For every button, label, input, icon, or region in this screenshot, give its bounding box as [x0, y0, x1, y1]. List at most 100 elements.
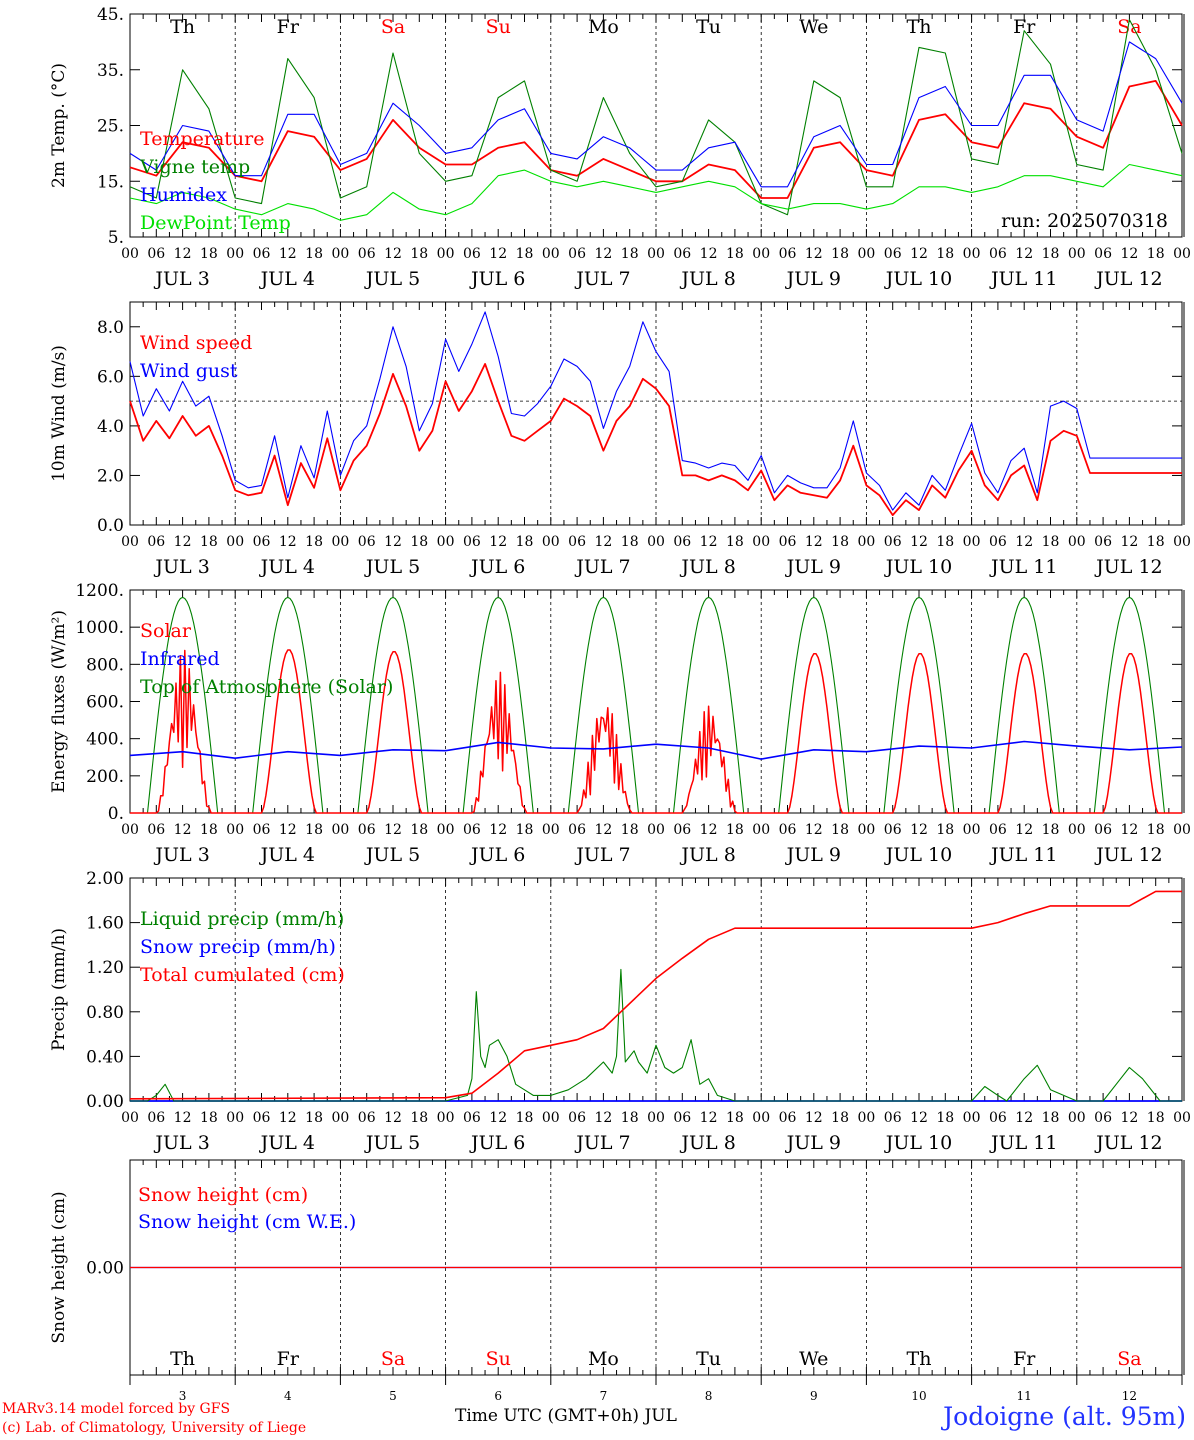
- hour-tick-label: 18: [1147, 822, 1165, 838]
- hour-tick-label: 00: [647, 822, 665, 838]
- legend-entry: Snow height (cm): [138, 1184, 308, 1206]
- hour-tick-label: 12: [384, 534, 402, 550]
- hour-tick-label: 18: [200, 1110, 218, 1126]
- hour-tick-label: 06: [1094, 1110, 1112, 1126]
- hour-tick-label: 00: [226, 246, 244, 262]
- y-tick-label: 15.: [97, 172, 124, 192]
- series-line-toa-solar: [761, 596, 867, 814]
- hour-tick-label: 06: [463, 1110, 481, 1126]
- hour-tick-label: 00: [1173, 822, 1191, 838]
- date-label: JUL 6: [469, 556, 525, 578]
- hour-tick-label: 18: [200, 822, 218, 838]
- hour-tick-label: 06: [989, 1110, 1007, 1126]
- series-line-liquid-precip: [130, 968, 1182, 1102]
- weekday-label: Th: [907, 16, 932, 38]
- date-label: JUL 11: [989, 268, 1057, 290]
- hour-tick-label: 00: [1068, 246, 1086, 262]
- hour-tick-label: 12: [384, 246, 402, 262]
- weekday-label: We: [799, 16, 828, 38]
- weekday-label: Sa: [381, 16, 405, 38]
- date-label: JUL 12: [1094, 1132, 1162, 1154]
- hour-tick-label: 12: [1120, 822, 1138, 838]
- hour-tick-label: 18: [1042, 1110, 1060, 1126]
- series-line-toa-solar: [550, 596, 656, 814]
- legend-entry: Vigne temp: [139, 156, 250, 178]
- hour-tick-label: 18: [200, 534, 218, 550]
- hour-tick-label: 00: [121, 1110, 139, 1126]
- date-label: JUL 6: [469, 1132, 525, 1154]
- hour-tick-label: 00: [1173, 1110, 1191, 1126]
- date-label: JUL 12: [1094, 556, 1162, 578]
- hour-tick-label: 18: [200, 246, 218, 262]
- hour-tick-label: 12: [384, 822, 402, 838]
- hour-tick-label: 18: [621, 534, 639, 550]
- series-line-humidex: [129, 41, 1183, 188]
- weekday-label: Tu: [696, 1348, 721, 1370]
- date-label: JUL 4: [259, 1132, 315, 1154]
- hour-tick-label: 12: [805, 1110, 823, 1126]
- series-line-toa-solar: [235, 596, 341, 814]
- legend-entry: Snow precip (mm/h): [140, 936, 336, 958]
- hour-tick-label: 12: [174, 822, 192, 838]
- y-axis-label: 10m Wind (m/s): [49, 345, 69, 482]
- weekday-label: Th: [170, 1348, 195, 1370]
- hour-tick-label: 18: [936, 822, 954, 838]
- hour-tick-label: 06: [147, 822, 165, 838]
- day-number-label: 7: [600, 1389, 608, 1403]
- date-label: JUL 7: [574, 1132, 630, 1154]
- date-label: JUL 3: [153, 844, 209, 866]
- hour-tick-label: 00: [752, 822, 770, 838]
- hour-tick-label: 12: [594, 822, 612, 838]
- series-line-solar: [550, 707, 656, 814]
- hour-tick-label: 12: [805, 822, 823, 838]
- hour-tick-label: 00: [542, 822, 560, 838]
- hour-tick-label: 06: [779, 246, 797, 262]
- hour-tick-label: 00: [647, 1110, 665, 1126]
- weekday-label: Th: [170, 16, 195, 38]
- series-line-toa-solar: [971, 596, 1077, 814]
- weekday-label: Sa: [1117, 16, 1141, 38]
- hour-tick-label: 12: [489, 246, 507, 262]
- hour-tick-label: 06: [673, 1110, 691, 1126]
- hour-tick-label: 12: [1015, 822, 1033, 838]
- x-axis-title: Time UTC (GMT+0h) JUL: [455, 1406, 677, 1426]
- hour-tick-label: 12: [910, 1110, 928, 1126]
- hour-tick-label: 00: [331, 246, 349, 262]
- hour-tick-label: 06: [253, 246, 271, 262]
- hour-tick-label: 18: [726, 534, 744, 550]
- date-label: JUL 12: [1094, 844, 1162, 866]
- hour-tick-label: 06: [884, 246, 902, 262]
- hour-tick-label: 00: [226, 822, 244, 838]
- series-line-solar: [340, 651, 446, 814]
- y-tick-label: 6.0: [97, 367, 124, 387]
- hour-tick-label: 18: [1147, 534, 1165, 550]
- hour-tick-label: 12: [1120, 246, 1138, 262]
- date-label: JUL 7: [574, 268, 630, 290]
- legend-entry: Top of Atmosphere (Solar): [140, 676, 393, 698]
- hour-tick-label: 06: [463, 534, 481, 550]
- run-annotation: run: 2025070318: [1001, 210, 1168, 232]
- weekday-label: Fr: [277, 1348, 300, 1370]
- series-line-dewpoint-temp: [129, 163, 1183, 221]
- weekday-label: Fr: [1013, 16, 1036, 38]
- hour-tick-label: 12: [594, 1110, 612, 1126]
- hour-tick-label: 06: [673, 534, 691, 550]
- hour-tick-label: 18: [1042, 822, 1060, 838]
- series-line-vigne-temp: [129, 19, 1183, 216]
- hour-tick-label: 00: [857, 534, 875, 550]
- hour-tick-label: 18: [726, 822, 744, 838]
- date-label: JUL 4: [259, 844, 315, 866]
- hour-tick-label: 18: [410, 534, 428, 550]
- weekday-label: Mo: [588, 16, 619, 38]
- location-label: Jodoigne (alt. 95m): [943, 1402, 1186, 1431]
- hour-tick-label: 18: [726, 1110, 744, 1126]
- weekday-label: Fr: [277, 16, 300, 38]
- hour-tick-label: 00: [647, 534, 665, 550]
- hour-tick-label: 12: [489, 822, 507, 838]
- date-label: JUL 12: [1094, 268, 1162, 290]
- hour-tick-label: 06: [779, 534, 797, 550]
- y-axis-label: Snow height (cm): [49, 1191, 69, 1343]
- hour-tick-label: 18: [305, 534, 323, 550]
- hour-tick-label: 00: [857, 246, 875, 262]
- hour-tick-label: 18: [305, 1110, 323, 1126]
